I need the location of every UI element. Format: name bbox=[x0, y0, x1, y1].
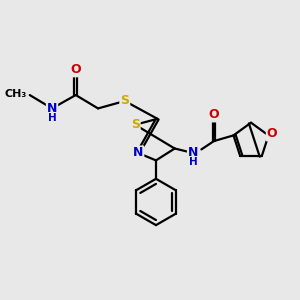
Text: N: N bbox=[133, 146, 143, 160]
Text: H: H bbox=[48, 113, 57, 123]
Text: O: O bbox=[70, 63, 81, 76]
Text: N: N bbox=[47, 102, 57, 115]
Text: CH₃: CH₃ bbox=[4, 88, 27, 99]
Text: S: S bbox=[120, 94, 129, 107]
Text: H: H bbox=[189, 157, 198, 167]
Text: O: O bbox=[208, 109, 219, 122]
Text: N: N bbox=[188, 146, 198, 160]
Text: S: S bbox=[131, 118, 140, 131]
Text: O: O bbox=[267, 128, 278, 140]
